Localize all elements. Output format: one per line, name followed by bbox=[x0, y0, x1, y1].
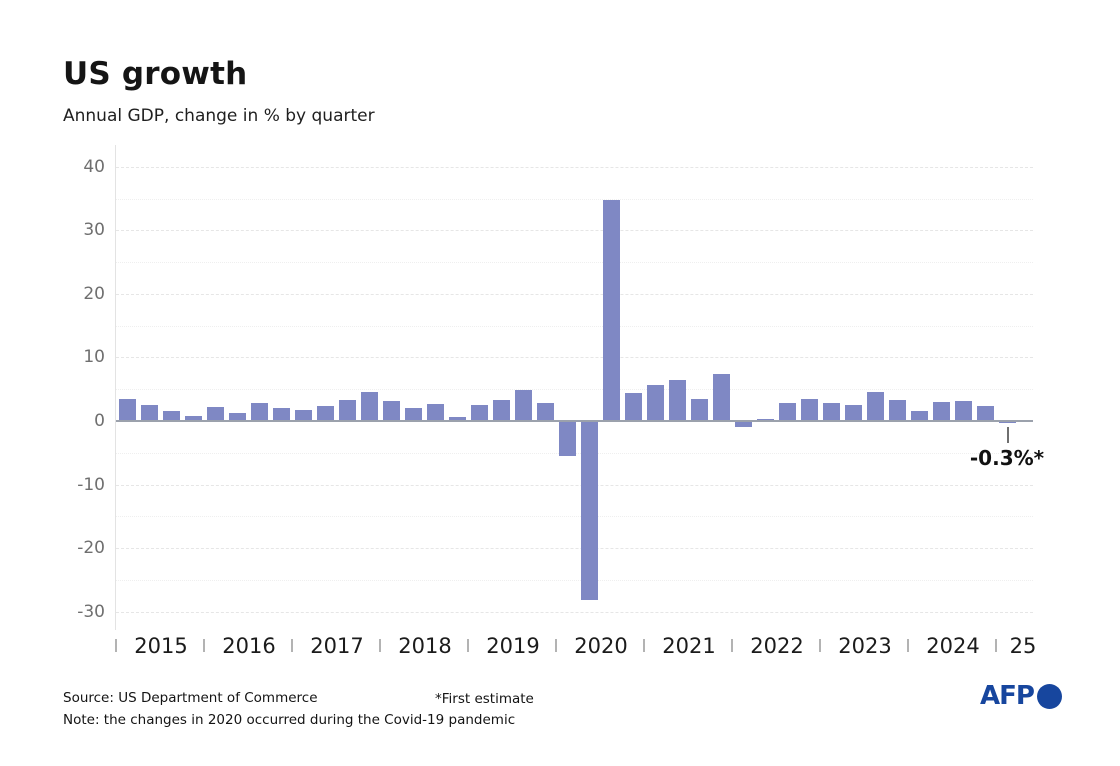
bar-2019-q4 bbox=[537, 403, 554, 421]
x-axis-label-2019: 2019 bbox=[486, 634, 540, 658]
x-axis-tick bbox=[819, 639, 821, 652]
bar-2017-q1 bbox=[295, 409, 312, 421]
bar-2017-q2 bbox=[317, 405, 334, 421]
x-axis-tick bbox=[291, 639, 293, 652]
x-axis-label-25: 25 bbox=[1009, 634, 1037, 658]
x-axis-label-2016: 2016 bbox=[222, 634, 276, 658]
afp-logo: AFP bbox=[980, 681, 1062, 711]
major-gridline bbox=[116, 166, 1033, 168]
x-axis-tick bbox=[203, 639, 205, 652]
bar-2021-q3 bbox=[691, 398, 708, 421]
bar-2017-q3 bbox=[339, 400, 356, 421]
x-axis-label-2023: 2023 bbox=[838, 634, 892, 658]
bar-2016-q4 bbox=[273, 408, 290, 421]
y-axis-label: -10 bbox=[77, 474, 105, 495]
x-axis-label-2015: 2015 bbox=[134, 634, 188, 658]
minor-gridline bbox=[116, 198, 1033, 200]
bar-2017-q4 bbox=[361, 391, 378, 421]
minor-gridline bbox=[116, 579, 1033, 581]
bar-2018-q4 bbox=[449, 416, 466, 421]
bar-2023-q2 bbox=[845, 405, 862, 421]
bar-2020-q3 bbox=[603, 199, 620, 421]
bar-2024-q2 bbox=[933, 401, 950, 421]
x-axis-tick bbox=[467, 639, 469, 652]
bar-2023-q4 bbox=[889, 400, 906, 421]
bar-2015-q3 bbox=[163, 410, 180, 421]
y-axis-label: 30 bbox=[83, 220, 105, 241]
bar-2016-q3 bbox=[251, 403, 268, 421]
bar-2018-q2 bbox=[405, 408, 422, 421]
minor-gridline bbox=[116, 516, 1033, 518]
x-axis-tick bbox=[995, 639, 997, 652]
bar-2022-q1 bbox=[735, 421, 752, 428]
minor-gridline bbox=[116, 325, 1033, 327]
bar-2015-q1 bbox=[119, 399, 136, 421]
x-axis-label-2018: 2018 bbox=[398, 634, 452, 658]
covid-note: Note: the changes in 2020 occurred durin… bbox=[63, 712, 516, 728]
major-gridline bbox=[116, 484, 1033, 486]
x-axis-tick bbox=[643, 639, 645, 652]
bar-2022-q3 bbox=[779, 403, 796, 421]
y-axis-label: 0 bbox=[94, 411, 105, 431]
bar-2019-q3 bbox=[515, 390, 532, 421]
major-gridline bbox=[116, 357, 1033, 359]
bar-2018-q3 bbox=[427, 404, 444, 421]
y-axis-label: 10 bbox=[83, 347, 105, 368]
x-axis-tick bbox=[731, 639, 733, 652]
bar-2022-q4 bbox=[801, 399, 818, 421]
bar-2024-q3 bbox=[955, 401, 972, 421]
source-text: Source: US Department of Commerce bbox=[63, 690, 318, 706]
bar-2015-q4 bbox=[185, 415, 202, 421]
bar-2023-q1 bbox=[823, 402, 840, 421]
y-axis-label: -20 bbox=[77, 538, 105, 559]
y-axis-label: 40 bbox=[83, 156, 105, 177]
bar-2020-q2 bbox=[581, 421, 598, 600]
major-gridline bbox=[116, 548, 1033, 550]
major-gridline bbox=[116, 611, 1033, 613]
bar-2020-q1 bbox=[559, 421, 576, 456]
minor-gridline bbox=[116, 262, 1033, 264]
x-axis-label-2022: 2022 bbox=[750, 634, 804, 658]
bar-2015-q2 bbox=[141, 405, 158, 421]
bar-2020-q4 bbox=[625, 393, 642, 421]
chart-subtitle: Annual GDP, change in % by quarter bbox=[63, 106, 375, 126]
x-axis-label-2024: 2024 bbox=[926, 634, 980, 658]
x-axis-tick bbox=[115, 639, 117, 652]
first-estimate-note: *First estimate bbox=[435, 691, 534, 707]
x-axis-tick bbox=[907, 639, 909, 652]
latest-value-annotation: -0.3%* bbox=[969, 446, 1045, 470]
major-gridline bbox=[116, 293, 1033, 295]
bar-2024-q4 bbox=[977, 405, 994, 421]
bar-2016-q1 bbox=[207, 407, 224, 421]
bar-2023-q3 bbox=[867, 392, 884, 421]
bar-2021-q2 bbox=[669, 380, 686, 421]
page-title: US growth bbox=[63, 56, 248, 92]
y-axis-label: -30 bbox=[77, 601, 105, 622]
bar-2016-q2 bbox=[229, 412, 246, 421]
x-axis-label-2020: 2020 bbox=[574, 634, 628, 658]
afp-logo-circle-icon bbox=[1037, 683, 1062, 709]
bar-2019-q1 bbox=[471, 405, 488, 421]
bar-2018-q1 bbox=[383, 400, 400, 421]
x-axis-label-2021: 2021 bbox=[662, 634, 716, 658]
bar-25-q1 bbox=[999, 421, 1016, 423]
plot-area bbox=[115, 145, 1033, 630]
afp-logo-text: AFP bbox=[980, 681, 1035, 711]
minor-gridline bbox=[116, 389, 1033, 391]
x-axis-tick bbox=[379, 639, 381, 652]
bar-2021-q4 bbox=[713, 373, 730, 421]
bar-2021-q1 bbox=[647, 385, 664, 421]
y-axis-label: 20 bbox=[83, 283, 105, 304]
bar-2019-q2 bbox=[493, 400, 510, 421]
major-gridline bbox=[116, 230, 1033, 232]
bar-2024-q1 bbox=[911, 410, 928, 421]
annotation-leader-line bbox=[1007, 427, 1009, 443]
x-axis-label-2017: 2017 bbox=[310, 634, 364, 658]
x-axis-tick bbox=[555, 639, 557, 652]
zero-axis-line bbox=[116, 420, 1033, 422]
